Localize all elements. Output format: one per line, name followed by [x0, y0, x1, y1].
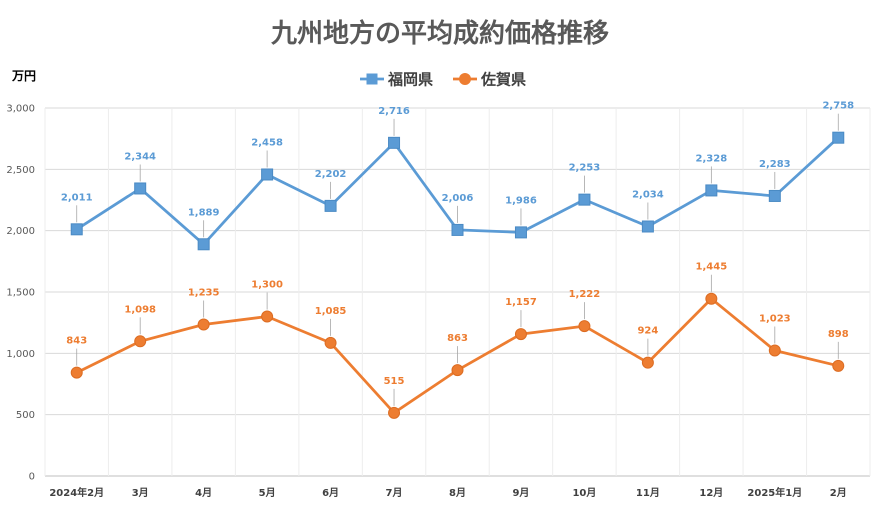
- x-tick-label: 11月: [636, 487, 660, 499]
- data-point-marker: [641, 220, 654, 233]
- y-tick-label: 3,000: [6, 104, 35, 115]
- data-label: 2,328: [696, 153, 728, 164]
- x-tick-label: 7月: [386, 487, 403, 499]
- data-point-marker: [768, 189, 781, 202]
- data-point-marker: [388, 136, 401, 149]
- legend-label: 佐賀県: [480, 71, 526, 89]
- gridlines: [44, 107, 871, 477]
- data-label: 1,445: [696, 262, 728, 273]
- data-point-marker: [705, 292, 718, 305]
- data-label: 1,085: [315, 306, 347, 317]
- axes: 0 500 1,000 1,500 2,000 2,500 3,000 2024年2月 3月 4月…: [6, 104, 846, 500]
- data-point-marker: [514, 226, 527, 239]
- data-label: 2,011: [61, 192, 93, 203]
- legend-item: 福岡県: [360, 71, 433, 89]
- data-point-marker: [261, 310, 274, 323]
- data-label: 843: [66, 336, 87, 347]
- data-label: 1,300: [251, 280, 283, 291]
- series-1: [70, 131, 845, 251]
- data-point-marker: [514, 328, 527, 341]
- legend-label: 福岡県: [387, 71, 433, 89]
- data-point-marker: [451, 223, 464, 236]
- data-point-marker: [832, 131, 845, 144]
- data-point-marker: [451, 364, 464, 377]
- data-label: 2,344: [124, 151, 156, 162]
- data-label: 2,716: [378, 106, 410, 117]
- x-tick-label: 9月: [512, 487, 529, 499]
- data-point-marker: [70, 223, 83, 236]
- data-point-marker: [197, 318, 210, 331]
- data-label: 1,023: [759, 314, 791, 325]
- y-tick-label: 2,500: [6, 165, 35, 176]
- data-label: 924: [637, 326, 658, 337]
- data-point-marker: [641, 356, 654, 369]
- y-axis-unit-label: 万円: [11, 69, 36, 83]
- x-tick-label: 3月: [132, 487, 149, 499]
- x-tick-label: 2月: [830, 487, 847, 499]
- data-point-marker: [197, 238, 210, 251]
- data-point-marker: [832, 359, 845, 372]
- y-tick-label: 2,000: [6, 226, 35, 237]
- x-tick-label: 2025年1月: [747, 486, 802, 499]
- x-tick-label: 4月: [195, 487, 212, 499]
- data-label: 863: [447, 333, 468, 344]
- data-label: 2,458: [251, 137, 283, 148]
- data-label: 1,098: [124, 304, 156, 315]
- series-1-data-labels: 2,011 2,344 1,889 2,458 2,202 2,716 2,006 1,986…: [61, 101, 854, 238]
- chart-title: 九州地方の平均成約価格推移: [270, 18, 609, 49]
- series-layer: [70, 131, 845, 419]
- x-tick-label: 5月: [259, 487, 276, 499]
- y-tick-label: 1,000: [6, 349, 35, 360]
- data-point-marker: [768, 344, 781, 357]
- data-label: 515: [384, 376, 405, 387]
- data-label: 1,222: [569, 289, 601, 300]
- y-tick-label: 0: [29, 472, 35, 483]
- data-point-marker: [578, 320, 591, 333]
- x-tick-label: 2024年2月: [49, 486, 104, 499]
- data-point-marker: [134, 182, 147, 195]
- data-label: 2,758: [822, 101, 854, 112]
- data-point-marker: [705, 184, 718, 197]
- data-label: 2,253: [569, 163, 601, 174]
- data-point-marker: [134, 335, 147, 348]
- y-tick-label: 1,500: [6, 288, 35, 299]
- data-point-marker: [578, 193, 591, 206]
- y-tick-label: 500: [16, 410, 35, 421]
- x-tick-label: 6月: [322, 487, 339, 499]
- series-2-data-labels: 843 1,098 1,235 1,300 1,085 515 863 1,157 1,222 9…: [66, 262, 849, 406]
- data-point-marker: [324, 336, 337, 349]
- data-labels-layer: 2,011 2,344 1,889 2,458 2,202 2,716 2,006 1,986…: [61, 101, 854, 406]
- data-label: 898: [828, 329, 849, 340]
- data-label: 1,157: [505, 297, 537, 308]
- data-label: 1,986: [505, 195, 537, 206]
- x-tick-label: 8月: [449, 487, 466, 499]
- data-label: 2,202: [315, 169, 347, 180]
- legend-circle-marker-icon: [459, 73, 471, 85]
- data-label: 1,889: [188, 207, 220, 218]
- data-point-marker: [324, 199, 337, 212]
- series-2: [70, 292, 845, 419]
- data-label: 2,034: [632, 189, 664, 200]
- data-label: 2,006: [442, 193, 474, 204]
- data-point-marker: [70, 366, 83, 379]
- data-point-marker: [261, 168, 274, 181]
- data-label: 1,235: [188, 288, 220, 299]
- x-tick-label: 12月: [699, 487, 723, 499]
- data-point-marker: [388, 406, 401, 419]
- legend-item: 佐賀県: [453, 71, 526, 89]
- legend-square-marker-icon: [366, 73, 378, 85]
- legend: 福岡県 佐賀県: [360, 71, 526, 89]
- data-label: 2,283: [759, 159, 791, 170]
- x-tick-label: 10月: [572, 487, 596, 499]
